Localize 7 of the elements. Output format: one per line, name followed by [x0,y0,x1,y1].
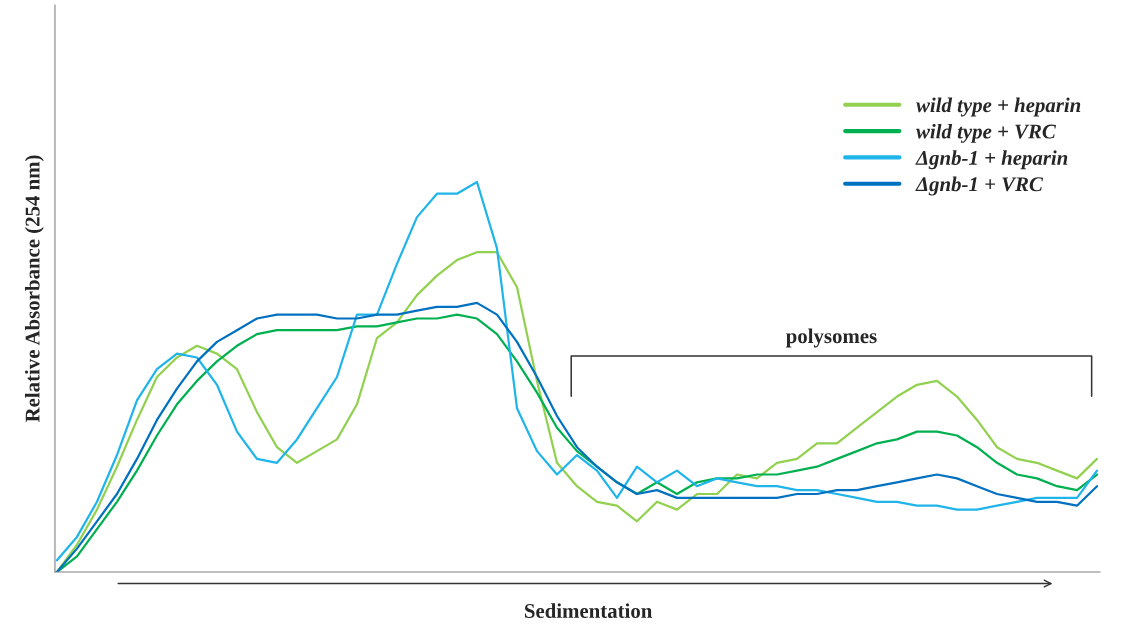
x-axis-title: Sedimentation [524,603,653,618]
legend-label: Δgnb-1 + VRC [915,176,1044,196]
legend-label: Δgnb-1 + heparin [915,150,1068,170]
annotation: polysomes [785,328,877,348]
legend-label: wild type + heparin [916,97,1081,117]
y-axis-title: Relative Absorbance (254 nm) [24,155,44,423]
legend-label: wild type + VRC [916,123,1056,143]
